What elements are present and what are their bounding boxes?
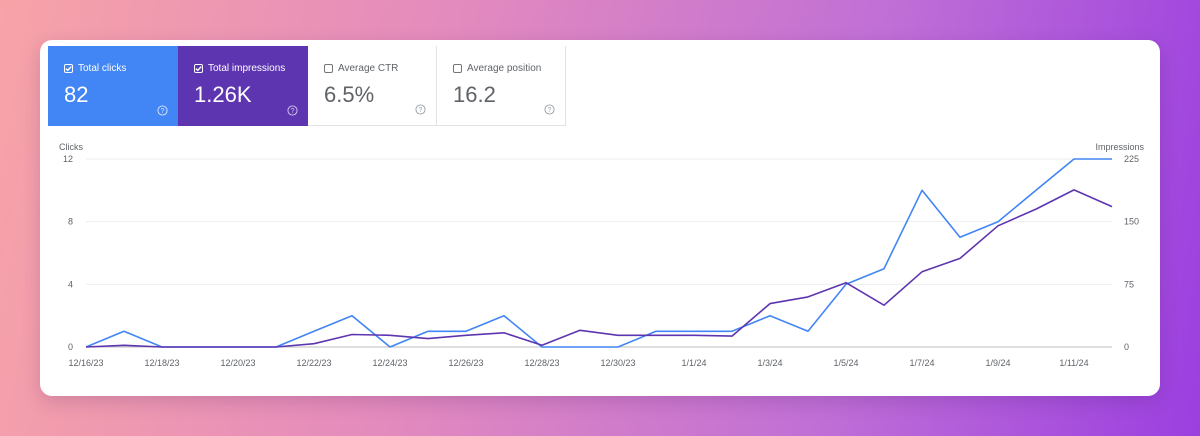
left-axis-tick: 12 <box>63 154 73 164</box>
x-axis-tick: 12/26/23 <box>448 358 483 368</box>
x-axis-tick: 12/30/23 <box>600 358 635 368</box>
x-axis-tick: 12/24/23 <box>372 358 407 368</box>
x-axis-tick: 1/1/24 <box>681 358 706 368</box>
x-axis-tick: 1/11/24 <box>1059 358 1088 368</box>
metric-value: 82 <box>64 82 89 107</box>
svg-text:?: ? <box>291 108 295 115</box>
right-axis-tick: 225 <box>1124 154 1139 164</box>
help-circle-icon[interactable]: ? <box>157 105 168 116</box>
x-axis-tick: 12/28/23 <box>524 358 559 368</box>
series-line-clicks <box>85 158 1112 348</box>
metric-total-impressions[interactable]: Total impressions 1.26K ? <box>178 46 308 126</box>
metric-average-position[interactable]: Average position 16.2 ? <box>437 46 566 126</box>
right-axis-tick: 0 <box>1124 342 1129 352</box>
x-axis-tick: 1/5/24 <box>833 358 858 368</box>
performance-card: Total clicks 82 ? Total impressions 1.26… <box>40 40 1160 396</box>
x-axis-tick: 12/22/23 <box>296 358 331 368</box>
metric-average-ctr[interactable]: Average CTR 6.5% ? <box>308 46 437 126</box>
x-axis-tick: 1/7/24 <box>909 358 934 368</box>
x-axis-tick: 12/20/23 <box>220 358 255 368</box>
x-axis-tick: 12/16/23 <box>68 358 103 368</box>
metric-label: Total clicks <box>78 63 127 74</box>
metric-label: Average position <box>467 63 542 74</box>
metric-total-clicks[interactable]: Total clicks 82 ? <box>48 46 178 126</box>
help-circle-icon[interactable]: ? <box>544 104 555 115</box>
left-axis-tick: 8 <box>68 217 73 227</box>
left-axis-tick: 0 <box>68 342 73 352</box>
metric-value: 6.5% <box>324 82 375 107</box>
series-line-impressions <box>85 189 1113 348</box>
metric-value: 16.2 <box>453 82 496 107</box>
help-circle-icon[interactable]: ? <box>415 104 426 115</box>
metric-value: 1.26K <box>194 82 252 107</box>
x-axis-tick: 1/9/24 <box>985 358 1010 368</box>
right-axis-title: Impressions <box>1095 142 1144 152</box>
metric-tabs: Total clicks 82 ? Total impressions 1.26… <box>48 46 566 126</box>
checkbox-icon[interactable] <box>194 64 203 73</box>
right-axis-tick: 75 <box>1124 279 1134 289</box>
svg-text:?: ? <box>419 107 423 114</box>
checkbox-icon[interactable] <box>324 64 333 73</box>
svg-text:?: ? <box>548 107 552 114</box>
left-axis-tick: 4 <box>68 279 73 289</box>
x-axis-tick: 1/3/24 <box>757 358 782 368</box>
metric-label: Total impressions <box>208 63 286 74</box>
help-circle-icon[interactable]: ? <box>287 105 298 116</box>
checkbox-icon[interactable] <box>64 64 73 73</box>
metric-label: Average CTR <box>338 63 399 74</box>
svg-text:?: ? <box>161 108 165 115</box>
left-axis-title: Clicks <box>59 142 83 152</box>
performance-chart: Clicks Impressions 0 4 8 12 0 75 150 225 12/16/23 1… <box>59 142 1145 368</box>
right-axis-tick: 150 <box>1124 217 1139 227</box>
x-axis-tick: 12/18/23 <box>144 358 179 368</box>
checkbox-icon[interactable] <box>453 64 462 73</box>
